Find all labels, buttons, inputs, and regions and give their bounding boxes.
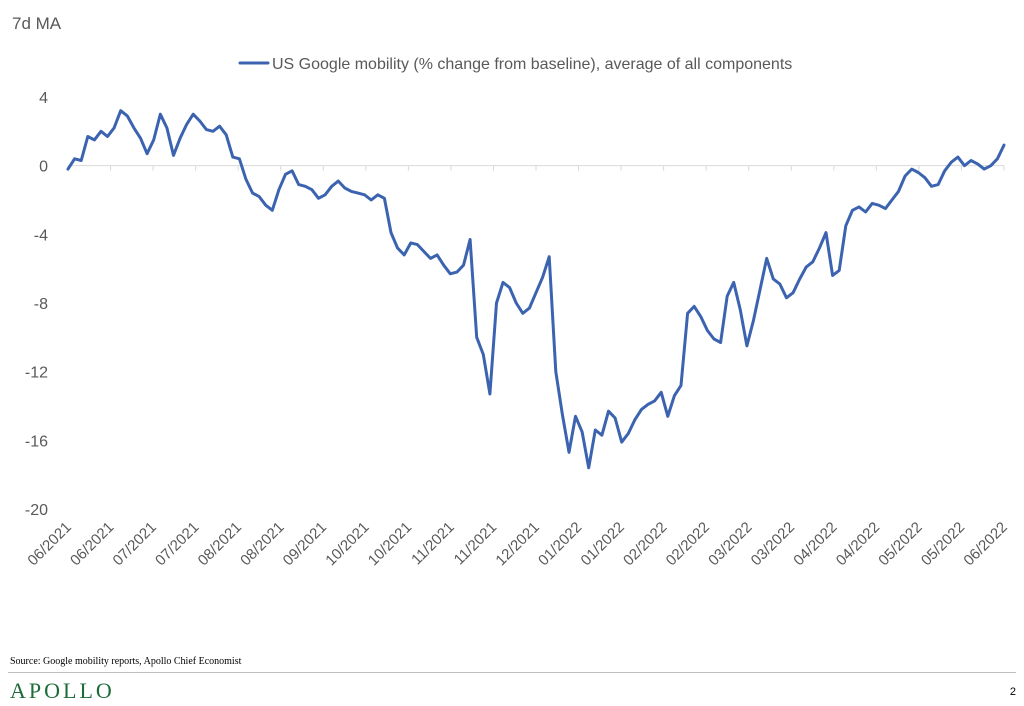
x-tick-label: 10/2021 xyxy=(322,519,372,569)
legend-label: US Google mobility (% change from baseli… xyxy=(272,56,792,73)
line-chart: US Google mobility (% change from baseli… xyxy=(24,56,1011,569)
x-tick-label: 03/2022 xyxy=(748,519,798,569)
x-tick-label: 11/2021 xyxy=(408,519,458,569)
x-tick-label: 07/2021 xyxy=(152,519,202,569)
x-tick-label: 04/2022 xyxy=(790,519,840,569)
x-tick-label: 09/2021 xyxy=(280,519,330,569)
x-tick-label: 06/2021 xyxy=(24,519,74,569)
page-number: 2 xyxy=(1009,686,1016,698)
y-tick-label: -4 xyxy=(34,227,48,244)
y-tick-label: -12 xyxy=(25,365,48,382)
brand-logo: APOLLO xyxy=(10,678,115,703)
y-tick-label: 0 xyxy=(39,159,48,176)
x-tick-label: 01/2022 xyxy=(578,519,628,569)
x-tick-label: 02/2022 xyxy=(663,519,713,569)
x-tick-label: 05/2022 xyxy=(918,519,968,569)
y-tick-label: -16 xyxy=(25,433,48,450)
x-tick-label: 08/2021 xyxy=(237,519,287,569)
x-tick-label: 02/2022 xyxy=(620,519,670,569)
y-tick-label: -20 xyxy=(25,502,48,519)
x-tick-label: 06/2021 xyxy=(67,519,117,569)
x-tick-label: 04/2022 xyxy=(833,519,883,569)
x-tick-label: 03/2022 xyxy=(705,519,755,569)
y-tick-label: -8 xyxy=(34,296,48,313)
y-axis-unit-label: 7d MA xyxy=(12,14,62,33)
x-axis: 06/202106/202107/202107/202108/202108/20… xyxy=(24,165,1011,569)
footer-divider xyxy=(8,672,1016,673)
legend: US Google mobility (% change from baseli… xyxy=(238,56,792,73)
y-tick-label: 4 xyxy=(39,90,48,107)
x-tick-label: 12/2021 xyxy=(492,519,542,569)
x-tick-label: 05/2022 xyxy=(875,519,925,569)
series-layer xyxy=(66,109,1006,470)
y-axis: 4 0 -4 -8 -12 -16 -20 xyxy=(25,90,48,519)
x-tick-label: 07/2021 xyxy=(110,519,160,569)
x-tick-label: 08/2021 xyxy=(195,519,245,569)
x-tick-label: 06/2022 xyxy=(960,519,1010,569)
x-tick-label: 10/2021 xyxy=(365,519,415,569)
x-tick-label: 01/2022 xyxy=(535,519,585,569)
source-note: Source: Google mobility reports, Apollo … xyxy=(10,656,242,667)
series-line-0 xyxy=(66,109,1006,470)
x-tick-label: 11/2021 xyxy=(451,519,501,569)
